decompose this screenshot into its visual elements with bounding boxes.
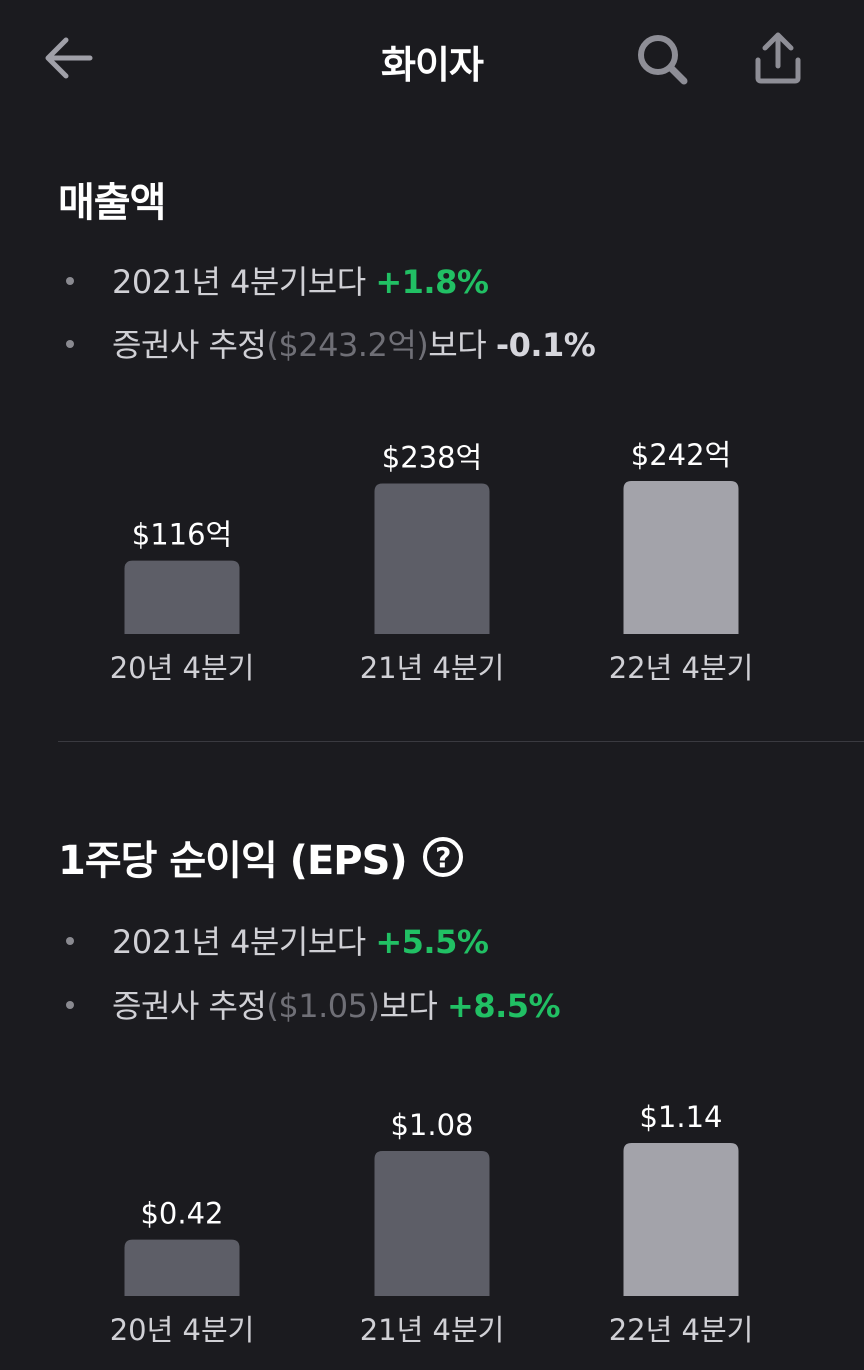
- eps-bullet-yoy: 2021년 4분기보다 +5.5%: [66, 917, 489, 963]
- bar-value-label: $1.08: [390, 1108, 473, 1142]
- change-value: +5.5%: [375, 923, 489, 961]
- bullet-text: 2021년 4분기보다: [112, 263, 376, 301]
- bullet-text: 증권사 추정: [112, 326, 267, 364]
- revenue-title-text: 매출액: [58, 180, 166, 226]
- bullet-dot-icon: [66, 1001, 74, 1009]
- category-label: 22년 4분기: [609, 1313, 754, 1347]
- bar: [374, 1151, 490, 1296]
- bullet-dot-icon: [66, 937, 74, 945]
- search-icon[interactable]: [634, 32, 690, 86]
- eps-title: 1주당 순이익 (EPS) ?: [58, 828, 463, 886]
- section-divider: [58, 741, 864, 742]
- bar: [124, 1239, 240, 1296]
- estimate-value: ($243.2억): [266, 326, 429, 364]
- eps-title-text: 1주당 순이익 (EPS): [58, 838, 408, 884]
- bullet-dot-icon: [66, 340, 74, 348]
- bullet-text: 2021년 4분기보다: [112, 923, 376, 961]
- bullet-dot-icon: [66, 277, 74, 285]
- bar: [623, 481, 739, 634]
- revenue-bullet-yoy: 2021년 4분기보다 +1.8%: [66, 257, 489, 303]
- estimate-value: ($1.05): [266, 987, 380, 1025]
- change-value: +8.5%: [447, 987, 561, 1025]
- top-bar: 화이자: [0, 0, 864, 120]
- revenue-bar-chart: $116억 20년 4분기 $238억 21년 4분기 $242억 22년 4분기: [110, 438, 754, 685]
- question-circle-icon[interactable]: ?: [422, 837, 463, 877]
- bar-value-label: $1.14: [639, 1100, 722, 1134]
- page-title: 화이자: [381, 43, 484, 87]
- bar-value-label: $238억: [382, 441, 482, 475]
- category-label: 21년 4분기: [360, 651, 505, 685]
- bar-value-label: $242억: [631, 438, 731, 472]
- change-value: +1.8%: [375, 263, 489, 301]
- back-arrow-icon[interactable]: [40, 33, 96, 83]
- share-upload-icon[interactable]: [750, 30, 806, 86]
- bullet-text: 보다: [379, 987, 448, 1025]
- category-label: 20년 4분기: [110, 651, 255, 685]
- change-value: -0.1%: [495, 326, 596, 364]
- bar: [623, 1143, 739, 1296]
- bullet-text: 보다: [428, 326, 496, 364]
- revenue-bullet-estimate: 증권사 추정($243.2억)보다 -0.1%: [66, 320, 596, 366]
- bar-value-label: $0.42: [140, 1197, 223, 1231]
- eps-bullet-estimate: 증권사 추정($1.05)보다 +8.5%: [66, 981, 561, 1027]
- category-label: 21년 4분기: [360, 1313, 505, 1347]
- category-label: 20년 4분기: [110, 1313, 255, 1347]
- bar: [374, 483, 490, 634]
- eps-bar-chart: $0.42 20년 4분기 $1.08 21년 4분기 $1.14 22년 4분기: [110, 1100, 754, 1347]
- category-label: 22년 4분기: [609, 651, 754, 685]
- bar: [124, 560, 240, 634]
- revenue-title: 매출액: [58, 170, 166, 228]
- bullet-text: 증권사 추정: [112, 987, 267, 1025]
- revenue-section: 매출액 2021년 4분기보다 +1.8% 증권사 추정($243.2억)보다 …: [58, 170, 754, 685]
- bar-value-label: $116억: [132, 518, 232, 552]
